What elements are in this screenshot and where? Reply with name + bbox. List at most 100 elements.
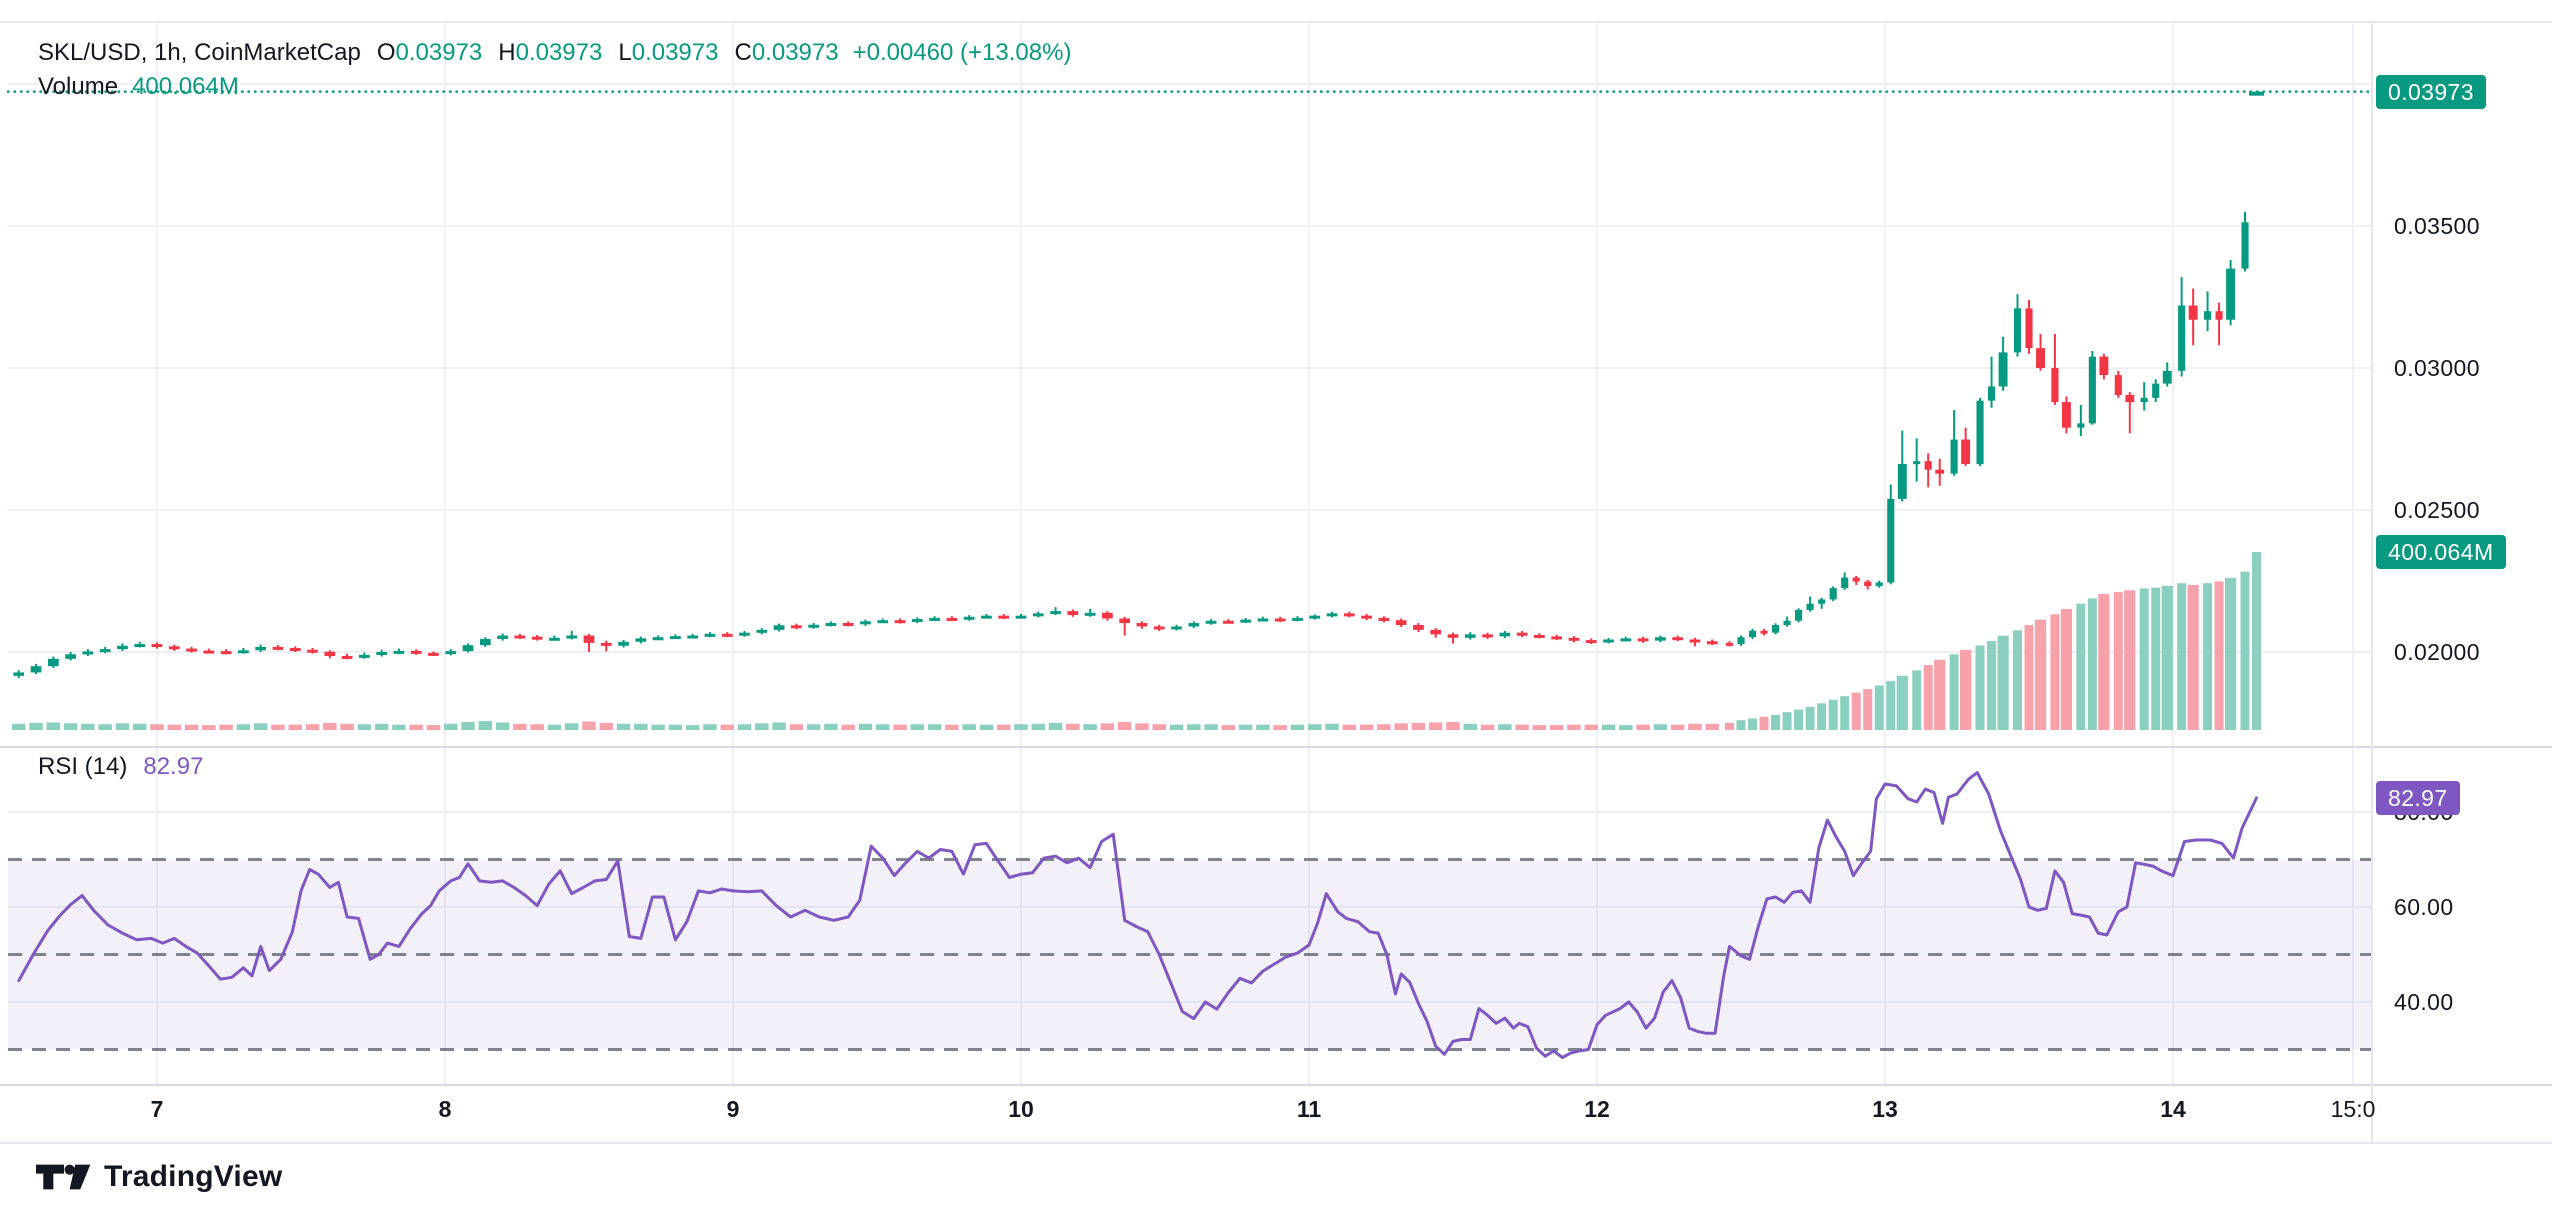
volume-bar [789, 724, 804, 730]
candle-body [82, 651, 94, 655]
volume-bar [1794, 709, 1804, 730]
tradingview-logo-text[interactable]: TradingView [104, 1160, 283, 1193]
volume-bar [651, 724, 665, 730]
volume-bar [132, 723, 147, 730]
candle-body [2241, 222, 2249, 269]
candle-body [791, 625, 802, 629]
volume-bar [1308, 724, 1322, 730]
candle-body [2203, 311, 2212, 320]
candle-body [1102, 612, 1113, 619]
candle-body [1430, 629, 1442, 635]
candle-body [929, 617, 940, 621]
volume-bar [979, 724, 994, 730]
candle-body [393, 650, 405, 654]
candle-body [998, 615, 1010, 619]
volume-bar [547, 724, 562, 730]
candle-body [825, 623, 837, 627]
volume-bar [1498, 724, 1512, 730]
candle-body [1760, 630, 1768, 634]
volume-bar [2076, 603, 2086, 730]
volume-bar [81, 723, 95, 730]
candle-body [756, 629, 768, 633]
candle-body [2013, 308, 2022, 353]
volume-bar [720, 724, 734, 730]
ohlc-value: 0.03973 [395, 39, 483, 66]
candle-body [1413, 625, 1424, 630]
volume-bar [1975, 645, 1985, 730]
volume-indicator-label[interactable]: Volume [38, 73, 119, 100]
volume-bar [1619, 725, 1633, 730]
volume-bar [374, 723, 389, 730]
volume-bar [1083, 724, 1097, 730]
ohlc-value: 0.03973 [631, 39, 719, 66]
candle-body [2025, 308, 2033, 349]
candle-body [1987, 386, 1996, 401]
candle-body [1864, 581, 1872, 587]
volume-bar [253, 723, 268, 730]
volume-bar [461, 721, 475, 730]
volume-bar [858, 723, 873, 730]
volume-bar [219, 724, 233, 730]
symbol-title[interactable]: SKL/USD, 1h, CoinMarketCap [38, 39, 361, 66]
volume-bar [1670, 724, 1685, 730]
candle-body [186, 648, 197, 652]
time-tick-label: 15:0 [2330, 1096, 2376, 1122]
volume-bar [1863, 689, 1873, 730]
volume-bar [1480, 724, 1495, 730]
candle-body [1084, 612, 1096, 616]
volume-bar [634, 723, 648, 730]
candle-body [2140, 397, 2148, 403]
time-tick-label: 12 [1584, 1096, 1610, 1122]
volume-bar [1567, 724, 1581, 730]
volume-bar [2098, 593, 2110, 730]
rsi-indicator-label[interactable]: RSI (14) [38, 753, 128, 780]
candle-body [238, 650, 249, 654]
candle-body [1568, 637, 1580, 641]
candle-body [220, 651, 232, 655]
volume-bar [893, 724, 907, 730]
volume-bar [755, 723, 769, 730]
volume-bar [202, 725, 216, 730]
candle-body [2178, 305, 2186, 371]
volume-bar [1238, 724, 1253, 730]
volume-bar [288, 724, 302, 730]
candle-body [359, 654, 370, 658]
candle-body [1326, 613, 1338, 617]
rsi-tick-label: 40.00 [2394, 989, 2454, 1015]
candle-body [566, 635, 578, 639]
candle-body [2051, 368, 2059, 403]
rsi-tick-label: 60.00 [2394, 894, 2454, 920]
candle-body [1795, 609, 1803, 621]
candle-body [1655, 637, 1666, 641]
volume-bar [1549, 725, 1564, 730]
volume-value: 400.064M [132, 73, 239, 100]
candle-body [13, 672, 25, 676]
candle-body [1188, 623, 1200, 627]
volume-bar [1256, 724, 1270, 730]
candle-body [808, 624, 819, 628]
tradingview-logo-icon[interactable] [36, 1160, 92, 1194]
volume-bar [1135, 723, 1149, 730]
symbol-row: SKL/USD, 1h, CoinMarketCap O0.03973 H0.039… [38, 36, 1071, 70]
candle-body [2215, 311, 2223, 320]
price-tick-label: 0.03500 [2394, 213, 2480, 239]
candle-body [1395, 620, 1407, 626]
volume-bar [2187, 584, 2199, 730]
time-tick-label: 7 [150, 1096, 164, 1122]
candle-body [652, 637, 664, 641]
candle-body [1585, 640, 1597, 644]
volume-bar [2012, 630, 2022, 730]
time-tick-label: 14 [2160, 1096, 2186, 1122]
volume-bar [703, 724, 717, 730]
candle-body [2162, 370, 2172, 384]
candle-body [2036, 348, 2045, 368]
volume-bar [357, 724, 372, 730]
time-tick-label: 9 [726, 1096, 740, 1122]
time-tick-label: 11 [1296, 1096, 1322, 1122]
candle-body [2226, 268, 2236, 320]
candle-body [428, 652, 439, 656]
volume-bar [737, 724, 752, 730]
candle-body [1274, 618, 1286, 622]
candle-body [1924, 461, 1932, 470]
